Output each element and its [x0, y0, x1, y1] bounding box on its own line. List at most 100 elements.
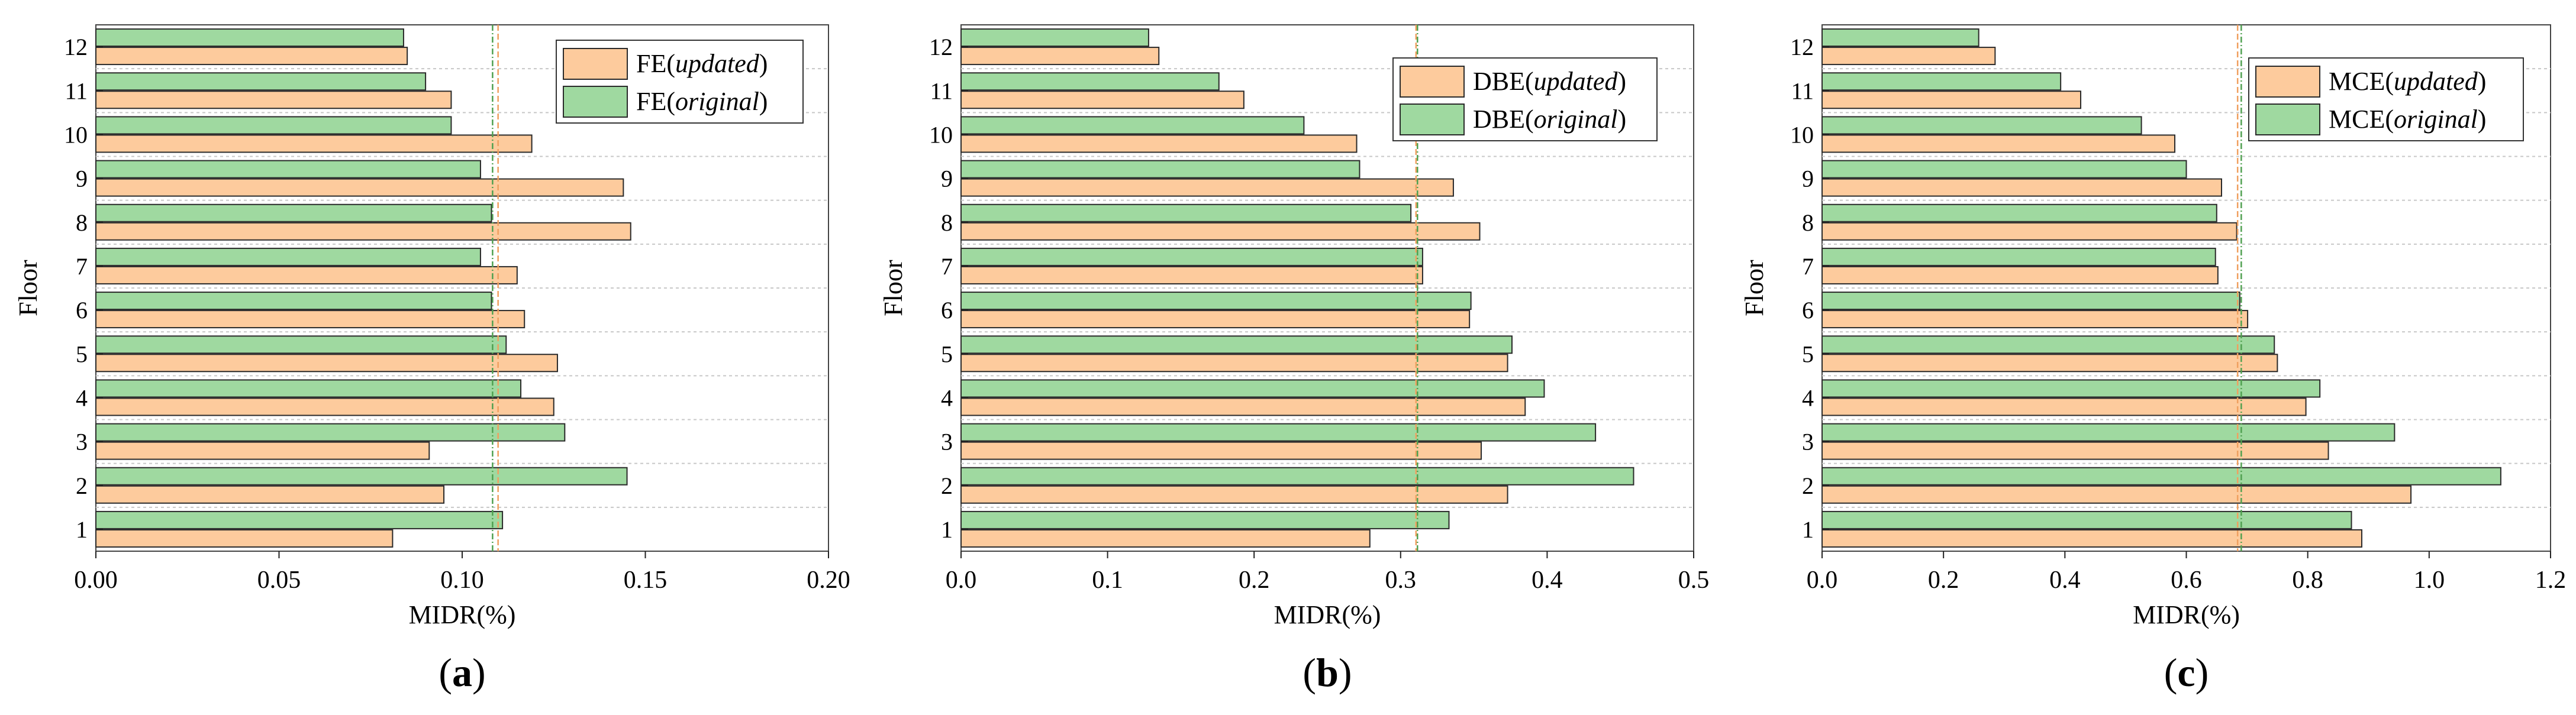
- bar-original-floor-3: [1821, 423, 2396, 442]
- y-tick-label: 6: [76, 297, 88, 323]
- x-tick-label: 0.4: [2049, 567, 2081, 594]
- x-tick-label: 0.10: [440, 567, 484, 594]
- panel-caption: (c): [2164, 650, 2209, 695]
- y-axis-title: Floor: [879, 260, 908, 316]
- y-axis-title: Floor: [1740, 260, 1769, 316]
- bar-updated-floor-7: [1821, 266, 2219, 284]
- y-tick-label: 4: [76, 384, 88, 411]
- bar-original-floor-3: [95, 423, 566, 442]
- bar-updated-floor-5: [960, 354, 1508, 373]
- bar-original-floor-6: [1821, 292, 2240, 310]
- x-tick-label: 0.6: [2171, 567, 2202, 594]
- legend-swatch-updated: [563, 48, 628, 80]
- bar-original-floor-8: [960, 203, 1412, 222]
- bar-original-floor-9: [1821, 160, 2187, 179]
- legend-label-updated: MCE(updated): [2329, 67, 2486, 96]
- bar-updated-floor-9: [95, 178, 624, 197]
- bar-original-floor-7: [95, 247, 481, 266]
- bar-original-floor-11: [960, 72, 1220, 91]
- x-tick-label: 0.3: [1385, 567, 1417, 594]
- x-tick-label: 0.00: [74, 567, 118, 594]
- y-tick-label: 3: [941, 429, 953, 455]
- bar-original-floor-6: [960, 292, 1472, 310]
- y-tick-label: 1: [941, 516, 953, 543]
- bar-updated-floor-4: [95, 397, 554, 416]
- bar-updated-floor-2: [960, 485, 1508, 504]
- y-tick-label: 7: [941, 253, 953, 280]
- y-tick-label: 9: [1802, 166, 1814, 192]
- bar-original-floor-12: [95, 28, 404, 47]
- bar-original-floor-9: [960, 160, 1360, 179]
- legend-label-original: DBE(original): [1473, 105, 1626, 134]
- y-tick-label: 7: [76, 253, 88, 280]
- bar-updated-floor-8: [1821, 222, 2238, 241]
- bar-updated-floor-10: [95, 134, 533, 153]
- bar-updated-floor-12: [95, 47, 408, 66]
- bar-updated-floor-6: [960, 310, 1471, 329]
- y-tick-label: 6: [941, 297, 953, 323]
- bar-updated-floor-6: [1821, 310, 2249, 329]
- legend: DBE(updated) DBE(original): [1392, 57, 1658, 141]
- bar-updated-floor-10: [960, 134, 1358, 153]
- bar-updated-floor-1: [960, 529, 1371, 548]
- x-tick-label: 0.2: [1239, 567, 1270, 594]
- bar-original-floor-6: [95, 292, 492, 310]
- y-tick-label: 10: [64, 121, 88, 148]
- bar-original-floor-3: [960, 423, 1597, 442]
- bar-updated-floor-7: [960, 266, 1423, 284]
- y-tick-label: 4: [941, 384, 953, 411]
- bar-original-floor-10: [95, 116, 452, 135]
- bar-original-floor-8: [95, 203, 492, 222]
- y-tick-label: 2: [941, 473, 953, 499]
- legend-label-original: MCE(original): [2329, 105, 2486, 134]
- x-tick-label: 1.2: [2535, 567, 2567, 594]
- bar-original-floor-1: [960, 510, 1450, 529]
- bar-updated-floor-11: [1821, 90, 2082, 109]
- bar-original-floor-4: [1821, 379, 2321, 398]
- bar-original-floor-5: [960, 335, 1513, 354]
- x-axis-title: MIDR(%): [409, 600, 516, 629]
- y-tick-label: 3: [76, 429, 88, 455]
- y-tick-label: 8: [76, 209, 88, 236]
- y-tick-label: 5: [76, 341, 88, 367]
- x-tick-label: 0.1: [1092, 567, 1123, 594]
- y-tick-label: 11: [1791, 77, 1814, 104]
- panel-caption: (b): [1302, 650, 1352, 695]
- bar-updated-floor-8: [960, 222, 1481, 241]
- y-tick-label: 1: [1802, 516, 1814, 543]
- bar-original-floor-7: [1821, 247, 2216, 266]
- y-tick-label: 10: [929, 121, 953, 148]
- bar-original-floor-1: [1821, 510, 2352, 529]
- y-tick-label: 12: [1790, 34, 1814, 60]
- x-tick-label: 0.5: [1678, 567, 1710, 594]
- bar-original-floor-4: [960, 379, 1545, 398]
- x-tick-label: 0.0: [1807, 567, 1838, 594]
- x-tick-label: 0.20: [807, 567, 850, 594]
- bar-original-floor-1: [95, 510, 504, 529]
- x-axis-title: MIDR(%): [2133, 600, 2240, 629]
- bar-original-floor-10: [1821, 116, 2142, 135]
- legend-label-updated: FE(updated): [636, 49, 768, 78]
- bar-updated-floor-5: [95, 354, 558, 373]
- panel-caption: (a): [439, 650, 485, 695]
- legend-label-updated: DBE(updated): [1473, 67, 1626, 96]
- x-tick-label: 0.8: [2292, 567, 2323, 594]
- y-tick-label: 12: [64, 34, 88, 60]
- x-tick-label: 0.4: [1532, 567, 1563, 594]
- legend-swatch-original: [563, 86, 628, 118]
- bar-updated-floor-4: [1821, 397, 2307, 416]
- bar-updated-floor-11: [960, 90, 1245, 109]
- bar-updated-floor-8: [95, 222, 631, 241]
- legend: MCE(updated) MCE(original): [2248, 57, 2524, 141]
- legend-swatch-original: [1400, 103, 1465, 135]
- y-tick-label: 5: [1802, 341, 1814, 367]
- bar-updated-floor-1: [95, 529, 394, 548]
- y-tick-label: 1: [76, 516, 88, 543]
- bar-original-floor-12: [1821, 28, 1979, 47]
- y-tick-label: 5: [941, 341, 953, 367]
- y-axis-title: Floor: [14, 260, 43, 316]
- y-tick-label: 7: [1802, 253, 1814, 280]
- y-tick-label: 11: [65, 77, 88, 104]
